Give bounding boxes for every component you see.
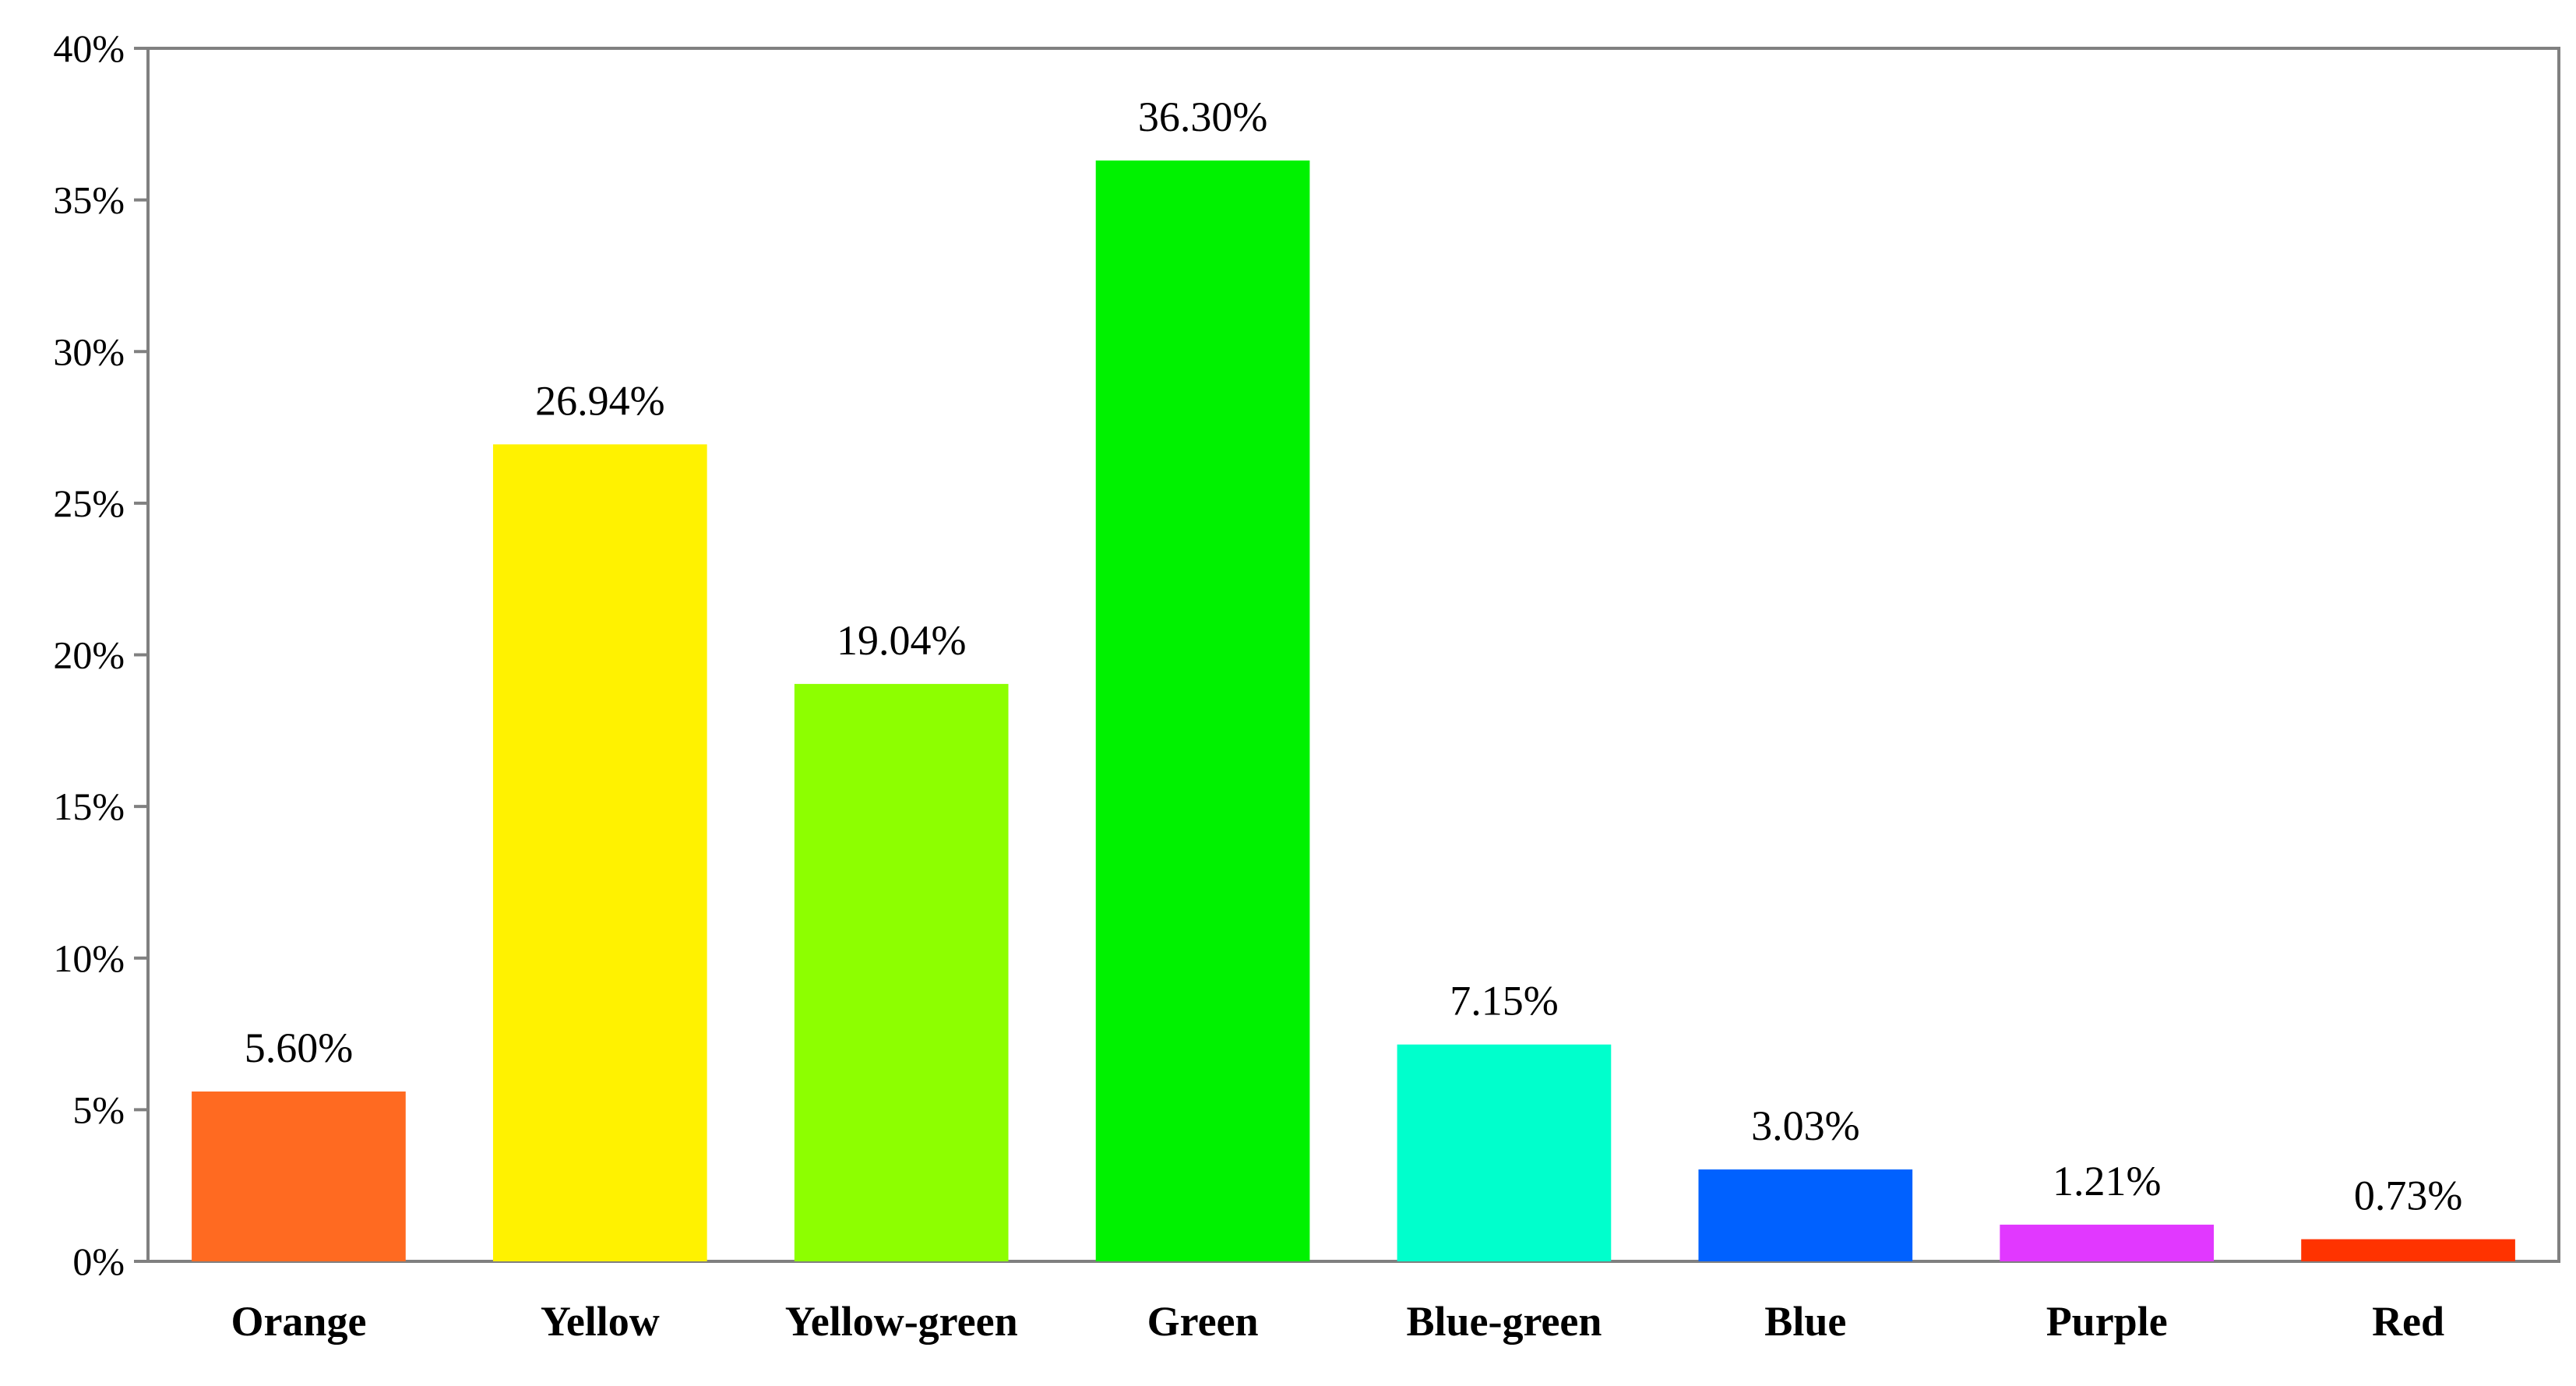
data-label: 7.15% xyxy=(1450,978,1558,1025)
bar-yellow xyxy=(492,444,707,1261)
x-category-label: Blue xyxy=(1764,1298,1846,1345)
bar-red xyxy=(2301,1239,2515,1261)
y-axis: 0% 5% 10% 15% 20% 25% 30% 35% 40% xyxy=(53,26,148,1283)
x-category-label: Red xyxy=(2372,1298,2444,1345)
bar-blue-green xyxy=(1397,1044,1612,1261)
bar-yellow-green xyxy=(794,683,1009,1261)
y-tick-label: 5% xyxy=(72,1088,125,1131)
bar-green xyxy=(1095,160,1310,1262)
bars xyxy=(192,160,2515,1262)
data-label: 19.04% xyxy=(837,617,966,664)
y-tick-label: 20% xyxy=(53,633,125,677)
y-tick-label: 15% xyxy=(53,785,125,828)
bar-orange xyxy=(192,1092,406,1261)
data-label: 5.60% xyxy=(245,1025,353,1071)
x-axis: Orange Yellow Yellow-green Green Blue-green B… xyxy=(231,1298,2444,1345)
bar-blue xyxy=(1698,1169,1913,1261)
y-tick-label: 10% xyxy=(53,936,125,980)
bar-purple xyxy=(2000,1224,2215,1261)
x-category-label: Green xyxy=(1147,1298,1259,1345)
y-tick-label: 35% xyxy=(53,178,125,222)
data-label: 36.30% xyxy=(1138,93,1267,140)
y-tick-label: 0% xyxy=(72,1240,125,1283)
x-category-label: Yellow-green xyxy=(785,1298,1018,1345)
y-tick-label: 25% xyxy=(53,481,125,525)
x-category-label: Yellow xyxy=(541,1298,660,1345)
y-tick-label: 30% xyxy=(53,330,125,373)
x-category-label: Orange xyxy=(231,1298,366,1345)
data-label: 26.94% xyxy=(535,377,664,424)
x-category-label: Blue-green xyxy=(1406,1298,1602,1345)
data-label: 1.21% xyxy=(2053,1158,2161,1204)
y-tick-label: 40% xyxy=(53,26,125,70)
data-label: 0.73% xyxy=(2354,1173,2462,1219)
data-labels: 5.60% 26.94% 19.04% 36.30% 7.15% 3.03% 1.21% 0.… xyxy=(245,93,2463,1219)
data-label: 3.03% xyxy=(1751,1102,1859,1149)
x-category-label: Purple xyxy=(2046,1298,2168,1345)
